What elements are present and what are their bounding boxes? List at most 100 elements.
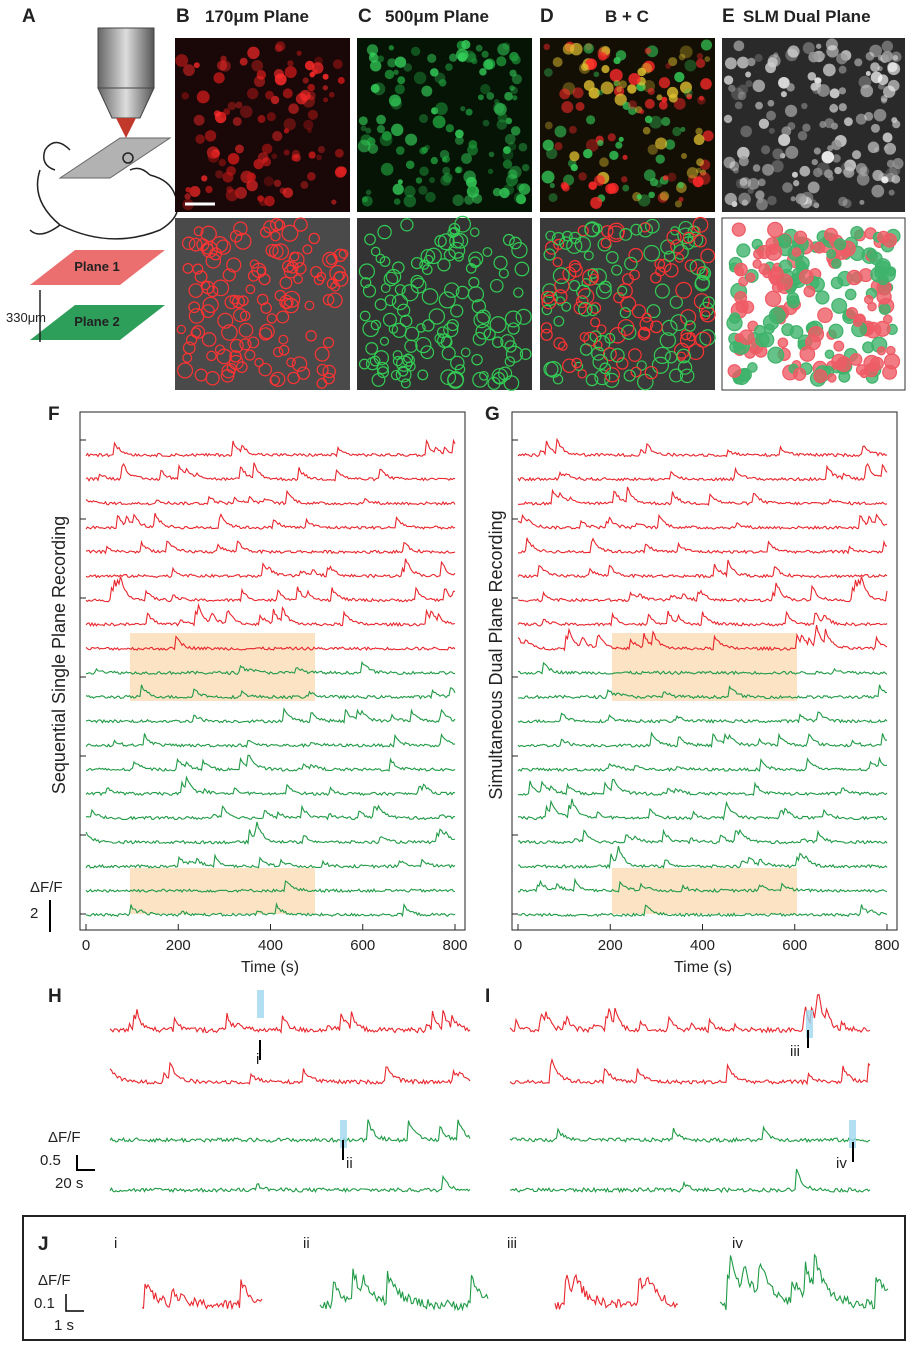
cell-outline bbox=[229, 338, 244, 353]
cell bbox=[816, 82, 822, 88]
cell-outline bbox=[834, 238, 847, 251]
panel-label: A bbox=[22, 6, 36, 27]
cell-outline bbox=[392, 350, 403, 361]
cell bbox=[332, 59, 343, 70]
cell bbox=[674, 71, 685, 83]
cell-outline bbox=[585, 373, 599, 387]
cell-outline bbox=[584, 221, 601, 238]
cell-outline bbox=[247, 336, 260, 349]
cell-outline bbox=[543, 248, 556, 261]
cell-outline bbox=[876, 346, 886, 356]
cell-outline bbox=[631, 304, 647, 319]
cell-outline bbox=[813, 369, 828, 384]
cell-outline bbox=[395, 366, 412, 383]
cell-outline bbox=[278, 344, 290, 356]
trace bbox=[517, 661, 888, 676]
cell bbox=[642, 60, 655, 73]
cell bbox=[855, 113, 867, 125]
cell-outline bbox=[310, 265, 323, 278]
cell-outline bbox=[391, 294, 409, 311]
cell bbox=[430, 68, 439, 77]
cell bbox=[549, 182, 555, 189]
cell-outline bbox=[410, 277, 427, 294]
cell bbox=[594, 174, 605, 186]
cell-outline bbox=[778, 234, 792, 248]
cell-outline bbox=[566, 237, 583, 254]
cell bbox=[696, 158, 705, 167]
cell bbox=[425, 191, 436, 203]
cell bbox=[575, 102, 585, 111]
trace bbox=[517, 486, 888, 506]
cell-outline bbox=[258, 362, 273, 377]
cell-outline bbox=[471, 353, 483, 366]
cell-outline bbox=[438, 291, 456, 309]
cell-outline bbox=[293, 217, 308, 232]
cell bbox=[544, 121, 553, 130]
cell bbox=[627, 100, 637, 110]
cell bbox=[271, 153, 278, 160]
cell-outline bbox=[803, 285, 816, 298]
cell bbox=[387, 58, 397, 68]
cell bbox=[747, 178, 760, 190]
cell bbox=[461, 40, 471, 50]
cell-outline bbox=[747, 362, 758, 373]
cell bbox=[454, 166, 462, 174]
cell bbox=[599, 157, 609, 168]
cell bbox=[668, 57, 678, 67]
cell-outline bbox=[177, 362, 194, 379]
cell bbox=[247, 87, 259, 100]
cell bbox=[734, 101, 743, 110]
cell-outline bbox=[604, 367, 620, 383]
cell bbox=[658, 100, 668, 110]
cell-outline bbox=[410, 274, 425, 289]
cell bbox=[655, 154, 665, 164]
cell-outline bbox=[562, 358, 577, 373]
cell bbox=[647, 87, 655, 95]
trace bbox=[85, 684, 456, 700]
cell-outline bbox=[266, 313, 277, 324]
cell bbox=[627, 84, 637, 94]
cell-outline bbox=[617, 285, 628, 296]
cell bbox=[218, 158, 227, 167]
trace bbox=[517, 462, 888, 482]
cell bbox=[733, 40, 745, 52]
cell bbox=[885, 167, 898, 181]
cell-outline bbox=[882, 364, 898, 380]
cell bbox=[678, 196, 684, 202]
cell-outline bbox=[835, 356, 852, 372]
cell-outline bbox=[624, 256, 638, 271]
cell-outline bbox=[289, 251, 300, 262]
trace bbox=[518, 798, 888, 821]
cell bbox=[807, 181, 820, 194]
cell-outline bbox=[862, 341, 875, 354]
cell bbox=[887, 62, 901, 76]
cell-outline bbox=[545, 240, 559, 255]
cell bbox=[765, 62, 777, 74]
cell bbox=[781, 126, 792, 137]
cell-outline bbox=[379, 256, 391, 268]
cell bbox=[543, 68, 553, 77]
cell bbox=[206, 146, 220, 159]
cell bbox=[598, 51, 608, 61]
trace bbox=[109, 1174, 471, 1194]
cell bbox=[891, 117, 898, 124]
cell-outline bbox=[680, 309, 697, 326]
cell bbox=[279, 187, 287, 194]
cell bbox=[560, 181, 569, 190]
cell-outline bbox=[621, 324, 637, 340]
cell bbox=[745, 71, 752, 78]
cell-outline bbox=[664, 263, 679, 278]
cell bbox=[700, 39, 713, 51]
cell bbox=[814, 77, 822, 85]
cell bbox=[316, 154, 322, 161]
cell-outline bbox=[450, 355, 465, 371]
panel-title: 170μm Plane bbox=[205, 7, 309, 26]
cell bbox=[468, 185, 476, 194]
cell bbox=[649, 115, 663, 129]
cell bbox=[585, 115, 596, 125]
cell bbox=[480, 84, 491, 95]
panel-label: E bbox=[722, 6, 735, 27]
cell-outline bbox=[558, 341, 568, 351]
cell bbox=[445, 63, 453, 71]
cell bbox=[216, 60, 228, 71]
